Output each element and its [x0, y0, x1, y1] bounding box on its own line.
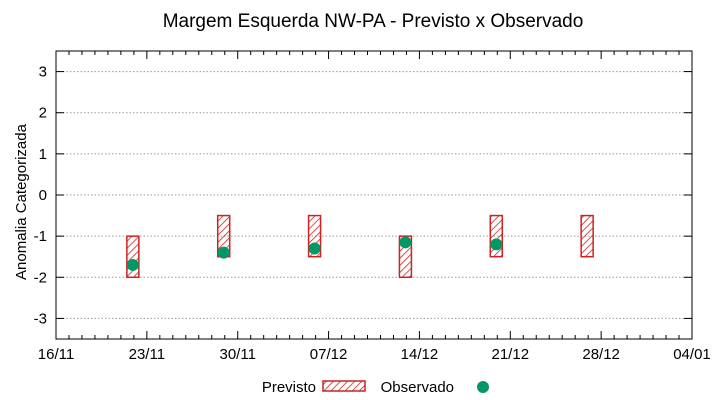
legend-label-observado: Observado: [381, 379, 454, 396]
previsto-bar: [580, 214, 594, 258]
x-tick-label: 04/01: [673, 346, 711, 363]
y-axis-label: Anomalia Categorizada: [13, 123, 30, 280]
observado-series: [126, 236, 503, 271]
x-tick-label: 30/11: [219, 346, 255, 363]
y-tick-label: 2: [39, 105, 47, 122]
observado-point: [490, 238, 503, 251]
x-axis: 16/11 23/11 30/11 07/12 14/12 21/12 28/12 04/01: [38, 51, 711, 363]
x-tick-label: 23/11: [129, 346, 165, 363]
previsto-series: [126, 214, 594, 279]
legend-swatch-previsto: [322, 380, 366, 392]
y-tick-label: 1: [39, 146, 47, 163]
observado-point: [217, 246, 230, 259]
previsto-bar: [126, 235, 140, 279]
x-tick-label: 16/11: [38, 346, 74, 363]
legend-label-previsto: Previsto: [262, 379, 316, 396]
x-tick-label: 14/12: [401, 346, 439, 363]
y-tick-label: 0: [39, 187, 47, 204]
y-tick-label: -2: [34, 269, 47, 286]
legend-marker-observado: [477, 381, 489, 393]
y-tick-label: -1: [34, 228, 47, 245]
observado-point: [308, 242, 321, 255]
x-tick-label: 07/12: [310, 346, 348, 363]
legend: Previsto Observado: [262, 379, 489, 396]
x-tick-label: 21/12: [492, 346, 530, 363]
grid-lines: [56, 71, 692, 319]
observado-point: [399, 236, 412, 249]
y-axis: 3 2 1 0 -1 -2 -3: [34, 64, 692, 327]
previsto-bar: [489, 214, 504, 258]
y-tick-label: 3: [39, 64, 47, 81]
y-tick-label: -3: [34, 310, 47, 327]
observado-point: [126, 258, 139, 271]
x-tick-label: 28/12: [582, 346, 620, 363]
chart-title: Margem Esquerda NW-PA - Previsto x Obser…: [163, 11, 584, 32]
